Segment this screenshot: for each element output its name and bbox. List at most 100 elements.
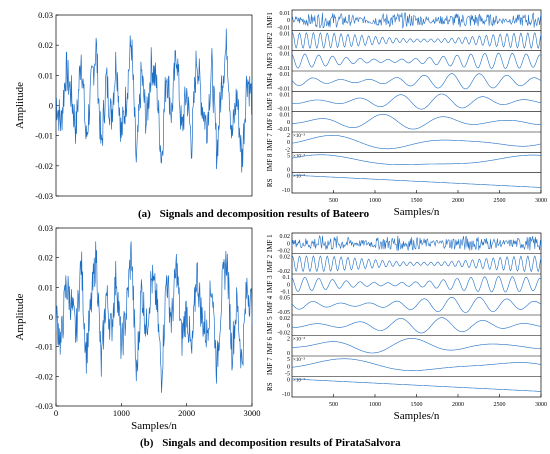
row-label: IMF3 bbox=[266, 52, 274, 68]
row-tick-label: 0 bbox=[287, 351, 290, 357]
plot-frame bbox=[291, 9, 542, 194]
x-tick-label: 500 bbox=[329, 402, 338, 408]
x-tick-label: 1000 bbox=[369, 402, 381, 408]
caption-b-label: (b) bbox=[140, 437, 154, 449]
x-tick-label: 500 bbox=[329, 198, 338, 204]
row-exponent-label: ×10⁻³ bbox=[293, 133, 305, 139]
signal-series-line bbox=[55, 241, 253, 393]
imf-series-line bbox=[291, 255, 542, 273]
y-tick-label: 0 bbox=[49, 101, 53, 111]
row-label: IMF2 bbox=[266, 32, 274, 48]
row-tick-label: 0 bbox=[287, 323, 290, 329]
row-tick-label: 0 bbox=[287, 168, 290, 174]
y-tick-label: -0.01 bbox=[35, 342, 53, 352]
x-tick-label: 2500 bbox=[494, 198, 506, 204]
y-tick-label: 0 bbox=[49, 312, 53, 322]
x-axis-label: Samples/n bbox=[394, 410, 440, 422]
row-tick-label: 0 bbox=[287, 120, 290, 126]
row-tick-label: -0.02 bbox=[278, 269, 291, 275]
caption-b: (b) Singals and decomposition results of… bbox=[140, 437, 401, 449]
row-exponent-label: ×10⁻³ bbox=[293, 337, 305, 343]
x-tick-label: 3000 bbox=[535, 402, 547, 408]
row-label: IMF 4 bbox=[266, 295, 274, 313]
y-tick-label: -0.03 bbox=[35, 401, 53, 411]
row-label: RS bbox=[266, 382, 274, 391]
x-tick-label: 2000 bbox=[452, 198, 464, 204]
imf-series-line bbox=[291, 12, 542, 29]
y-tick-label: 0.01 bbox=[38, 282, 53, 292]
row-tick-label: 0 bbox=[287, 174, 290, 180]
row-label: IMF4 bbox=[266, 73, 274, 89]
row-label: IMF 2 bbox=[266, 254, 274, 272]
row-tick-label: -0.05 bbox=[278, 310, 291, 316]
x-axis-label: Samples/n bbox=[131, 420, 177, 432]
row-label: IMF 5 bbox=[266, 92, 274, 110]
row-tick-label: -0.02 bbox=[278, 249, 291, 255]
row-tick-label: 0.01 bbox=[280, 72, 291, 78]
row-tick-label: 0 bbox=[287, 378, 290, 384]
row-tick-label: -0.01 bbox=[278, 86, 291, 92]
imf-series-line bbox=[292, 338, 541, 354]
row-tick-label: 0.01 bbox=[280, 11, 291, 17]
imf-series-line bbox=[291, 52, 542, 69]
row-tick-label: 5 bbox=[287, 357, 290, 363]
imf-series-line bbox=[291, 317, 542, 334]
imf-series-line bbox=[291, 32, 542, 49]
imf-series-line bbox=[292, 174, 542, 188]
row-tick-label: 5 bbox=[287, 153, 290, 159]
y-tick-label: -0.02 bbox=[35, 161, 53, 171]
imf-series-line bbox=[292, 378, 541, 392]
y-tick-label: 0.02 bbox=[38, 253, 53, 263]
imf-series-line bbox=[291, 154, 541, 165]
y-tick-label: -0.01 bbox=[35, 131, 53, 141]
row-tick-label: -0.1 bbox=[281, 290, 291, 296]
row-exponent-label: ×10⁻⁵ bbox=[293, 174, 305, 180]
row-tick-label: 0.05 bbox=[280, 296, 291, 302]
imf-series-line bbox=[291, 276, 542, 293]
row-label: IMF 7 bbox=[266, 133, 274, 151]
imf-series-line bbox=[291, 73, 542, 90]
row-label: IMF 3 bbox=[266, 275, 274, 293]
x-tick-label: 1000 bbox=[369, 198, 381, 204]
row-label: IMF1 bbox=[266, 12, 274, 28]
imf-series-line bbox=[291, 358, 542, 371]
row-label: IMF 6 bbox=[266, 336, 274, 354]
x-tick-label: 3000 bbox=[244, 408, 261, 418]
imf-series-line bbox=[291, 93, 542, 110]
y-tick-label: -0.03 bbox=[35, 191, 53, 201]
row-tick-label: -5 bbox=[285, 372, 290, 378]
row-tick-label: 0.1 bbox=[283, 275, 291, 281]
row-tick-label: 0 bbox=[287, 282, 290, 288]
row-tick-label: -10 bbox=[282, 188, 290, 194]
row-tick-label: -2 bbox=[285, 147, 290, 153]
row-tick-label: -0.02 bbox=[278, 331, 291, 337]
panel-b-signal-plot: 0.03 0.02 0.01 0 -0.01 -0.02 -0.03 Amplitude 0 10… bbox=[14, 223, 261, 432]
panel-a-signal-plot: 0.03 0.02 0.01 0 -0.01 -0.02 -0.03 Amplitude bbox=[14, 10, 253, 201]
row-tick-label: 0.02 bbox=[280, 316, 291, 322]
row-tick-label: -0.01 bbox=[278, 25, 291, 31]
caption-b-text: Singals and decomposition results of Pir… bbox=[162, 437, 401, 449]
row-tick-label: 0.01 bbox=[280, 31, 291, 37]
row-tick-label: -0.01 bbox=[278, 66, 291, 72]
x-tick-label: 1500 bbox=[411, 402, 423, 408]
x-tick-label: 3000 bbox=[535, 198, 547, 204]
row-tick-label: 0.02 bbox=[280, 255, 291, 261]
y-tick-label: 0.03 bbox=[38, 223, 53, 233]
x-tick-label: 2000 bbox=[178, 408, 195, 418]
row-tick-label: 0 bbox=[287, 241, 290, 247]
plot-frame bbox=[55, 227, 253, 407]
caption-a-label: (a) bbox=[138, 208, 151, 220]
row-label: IMF 5 bbox=[266, 316, 274, 334]
imf-series-line bbox=[291, 296, 542, 313]
y-tick-label: 0.01 bbox=[38, 70, 53, 80]
y-axis-label: Amplitude bbox=[14, 293, 26, 340]
row-tick-label: -0.01 bbox=[278, 127, 291, 133]
y-tick-label: -0.02 bbox=[35, 371, 53, 381]
imf-series-line bbox=[291, 135, 542, 150]
x-tick-label: 1500 bbox=[411, 198, 423, 204]
row-exponent-label: ×10⁻⁵ bbox=[293, 378, 305, 384]
row-label: IMF 6 bbox=[266, 112, 274, 130]
